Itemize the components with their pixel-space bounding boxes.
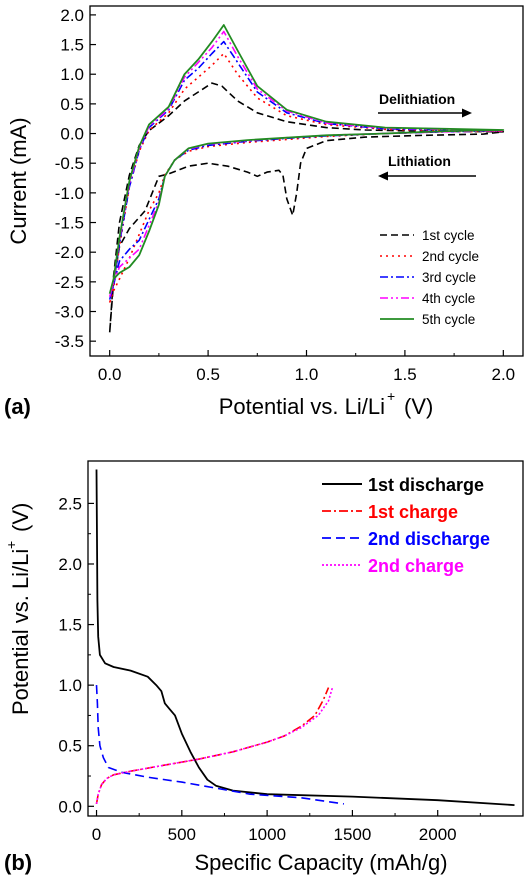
x-tick-label: 1.5 xyxy=(393,365,417,384)
chart-a-y-axis-title: Current (mA) xyxy=(6,117,31,244)
chart-b-x-axis: 0 500 1000 1500 2000 xyxy=(92,810,481,844)
x-tick-label: 1500 xyxy=(333,825,371,844)
panel-label-b: (b) xyxy=(4,850,32,875)
chart-a-series-group xyxy=(108,24,505,333)
chart-a-x-axis-title-unit: (V) xyxy=(404,394,433,419)
chart-b-y-axis-title-sup: + xyxy=(3,541,19,549)
y-tick-label: -3.0 xyxy=(55,303,84,322)
chart-b-y-axis: 2.5 2.0 1.5 1.0 0.5 0.0 xyxy=(58,494,94,816)
series-line-2 xyxy=(108,52,505,303)
chart-a-x-axis-title-sup: + xyxy=(387,388,395,404)
y-tick-label: -2.0 xyxy=(55,243,84,262)
series-line-5 xyxy=(108,24,505,294)
chart-b-y-axis-title: Potential vs. Li/Li xyxy=(8,549,33,715)
x-tick-label: 2000 xyxy=(419,825,457,844)
series-line-1 xyxy=(95,469,515,806)
y-tick-label: -1.5 xyxy=(55,214,84,233)
panel-label-a: (a) xyxy=(4,394,31,419)
legend-a-label: 2nd cycle xyxy=(422,249,479,264)
chart-a-y-axis: 2.0 1.5 1.0 0.5 0.0 -0.5 -1.0 -1.5 -2.0 -2.5 -3.0 -… xyxy=(55,6,96,351)
delithiation-arrow xyxy=(378,108,472,118)
lithiation-label: Lithiation xyxy=(388,153,451,169)
x-tick-label: 0 xyxy=(92,825,101,844)
chart-a-x-axis: 0.0 0.5 1.0 1.5 2.0 xyxy=(98,350,515,384)
legend-b-label: 1st charge xyxy=(368,502,458,522)
legend-b-label: 1st discharge xyxy=(368,475,484,495)
legend-b-label: 2nd charge xyxy=(368,556,464,576)
chart-a: 2.0 1.5 1.0 0.5 0.0 -0.5 -1.0 -1.5 -2.0 -2.5 -3.0 -… xyxy=(4,5,524,419)
y-tick-label: 2.5 xyxy=(58,494,82,513)
y-tick-label: 1.5 xyxy=(60,36,84,55)
series-line-4 xyxy=(95,686,334,805)
y-tick-label: -1.0 xyxy=(55,184,84,203)
y-tick-label: 1.0 xyxy=(60,65,84,84)
chart-b: 2.5 2.0 1.5 1.0 0.5 0.0 0 500 1000 1500 2000 Pote… xyxy=(3,460,524,875)
y-tick-label: -3.5 xyxy=(55,332,84,351)
y-tick-label: 1.5 xyxy=(58,616,82,635)
y-tick-label: -0.5 xyxy=(55,154,84,173)
chart-b-y-axis-title-unit: (V) xyxy=(8,503,33,532)
chart-b-x-axis-title: Specific Capacity (mAh/g) xyxy=(194,850,447,875)
chart-a-x-axis-title: Potential vs. Li/Li xyxy=(219,394,385,419)
chart-b-legend: 1st discharge 1st charge 2nd discharge 2nd … xyxy=(322,475,490,576)
x-tick-label: 2.0 xyxy=(491,365,515,384)
lithiation-arrow xyxy=(378,171,476,181)
x-tick-label: 0.5 xyxy=(196,365,220,384)
chart-a-legend: 1st cycle 2nd cycle 3rd cycle 4th cycle 5th … xyxy=(380,228,479,327)
y-tick-label: 0.5 xyxy=(60,95,84,114)
y-tick-label: 1.0 xyxy=(58,676,82,695)
series-line-1 xyxy=(108,82,505,333)
y-tick-label: 2.0 xyxy=(60,6,84,25)
chart-b-series-group xyxy=(95,469,515,806)
y-tick-label: 0.0 xyxy=(58,797,82,816)
y-tick-label: 2.0 xyxy=(58,555,82,574)
legend-b-label: 2nd discharge xyxy=(368,529,490,549)
chart-b-plot-frame xyxy=(87,460,524,817)
legend-a-label: 1st cycle xyxy=(422,228,475,243)
x-tick-label: 1.0 xyxy=(295,365,319,384)
legend-a-label: 5th cycle xyxy=(422,312,475,327)
y-tick-label: 0.5 xyxy=(58,737,82,756)
series-line-2 xyxy=(95,687,330,805)
y-tick-label: 0.0 xyxy=(60,125,84,144)
x-tick-label: 1000 xyxy=(248,825,286,844)
legend-a-label: 4th cycle xyxy=(422,291,475,306)
x-tick-label: 0.0 xyxy=(98,365,122,384)
delithiation-label: Delithiation xyxy=(379,91,455,107)
legend-a-label: 3rd cycle xyxy=(422,270,476,285)
x-tick-label: 500 xyxy=(168,825,196,844)
y-tick-label: -2.5 xyxy=(55,273,84,292)
